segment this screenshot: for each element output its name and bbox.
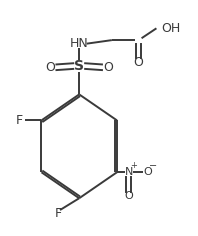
Text: S: S (74, 59, 84, 73)
Text: F: F (55, 207, 62, 220)
Text: −: − (149, 161, 157, 171)
Text: O: O (46, 61, 55, 74)
Text: N: N (125, 167, 133, 177)
Text: +: + (130, 161, 137, 170)
Text: O: O (103, 61, 113, 74)
Text: O: O (143, 167, 152, 177)
Text: F: F (16, 114, 23, 127)
Text: O: O (124, 191, 133, 201)
Text: OH: OH (161, 22, 181, 35)
Text: HN: HN (70, 37, 89, 50)
Text: O: O (134, 56, 144, 69)
